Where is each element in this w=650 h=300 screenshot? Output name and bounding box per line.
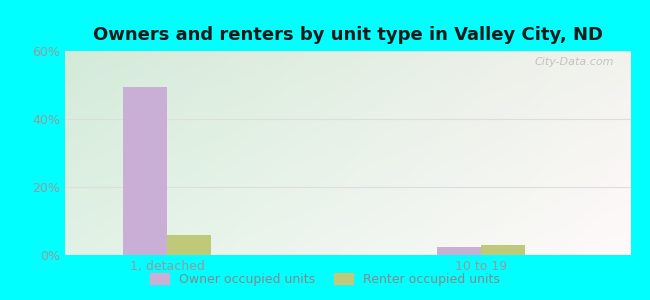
Bar [481, 245, 525, 255]
Bar [437, 247, 481, 255]
Bar [167, 235, 211, 255]
Legend: Owner occupied units, Renter occupied units: Owner occupied units, Renter occupied un… [146, 268, 504, 291]
Bar [123, 87, 167, 255]
Title: Owners and renters by unit type in Valley City, ND: Owners and renters by unit type in Valle… [93, 26, 603, 44]
Text: City-Data.com: City-Data.com [534, 57, 614, 67]
